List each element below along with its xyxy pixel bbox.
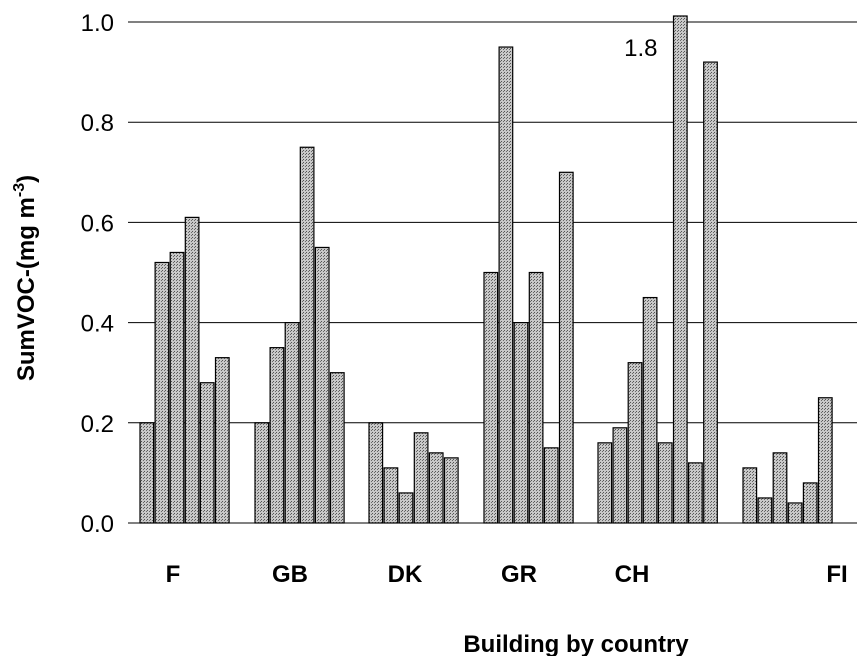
bar [383, 467, 399, 524]
bar [802, 482, 818, 524]
category-label: DK [388, 561, 423, 588]
category-label: GR [501, 561, 537, 588]
bar [787, 502, 803, 524]
data-label: 1.8 [624, 35, 657, 62]
y-tick-label: 0.4 [81, 311, 114, 338]
y-axis-title: SumVOC-(mg m-3) [11, 175, 40, 381]
category-labels: F GB DK GR CH FI [166, 561, 848, 588]
bar [672, 15, 688, 524]
y-tick-label: 0.8 [81, 110, 114, 137]
y-tick-label: 0.0 [81, 511, 114, 538]
bar [543, 447, 559, 524]
bar [329, 372, 345, 524]
x-axis-title: Building by country [463, 631, 689, 656]
bars [139, 15, 833, 524]
bar [428, 452, 444, 524]
category-label: FI [826, 561, 847, 588]
bar [284, 322, 300, 524]
category-label: CH [615, 561, 650, 588]
bar [627, 362, 643, 524]
bar [269, 347, 285, 524]
bar [443, 457, 459, 524]
annotations: 1.8 [624, 35, 657, 62]
bar [413, 432, 429, 524]
bar [597, 442, 613, 524]
bar [154, 261, 170, 524]
y-tick-label: 0.2 [81, 411, 114, 438]
bar [498, 46, 514, 524]
bar [368, 422, 384, 524]
y-axis-title-superscript: -3 [11, 183, 28, 197]
bar [139, 422, 155, 524]
bar [742, 467, 758, 524]
y-tick-labels: 0.0 0.2 0.4 0.6 0.8 1.0 [81, 10, 114, 538]
bar [687, 462, 703, 524]
y-axis-title-main: SumVOC-(mg m [13, 197, 40, 381]
bar [199, 382, 215, 524]
bar [772, 452, 788, 524]
bar [254, 422, 270, 524]
bar [184, 216, 200, 524]
bar [214, 357, 230, 524]
bar [657, 442, 673, 524]
bar [483, 271, 499, 524]
y-tick-label: 1.0 [81, 10, 114, 37]
bar [817, 397, 833, 524]
bar [528, 271, 544, 524]
y-axis-title-close: ) [13, 175, 40, 183]
category-label: GB [272, 561, 308, 588]
category-label: F [166, 561, 181, 588]
bar [169, 251, 185, 524]
bar [299, 146, 315, 524]
bar [642, 296, 658, 524]
bar [513, 322, 529, 524]
y-tick-label: 0.6 [81, 210, 114, 237]
bar [612, 427, 628, 524]
bar [558, 171, 574, 524]
bar [703, 61, 718, 524]
bar [757, 497, 773, 524]
bar [314, 246, 330, 524]
bar [398, 492, 414, 524]
